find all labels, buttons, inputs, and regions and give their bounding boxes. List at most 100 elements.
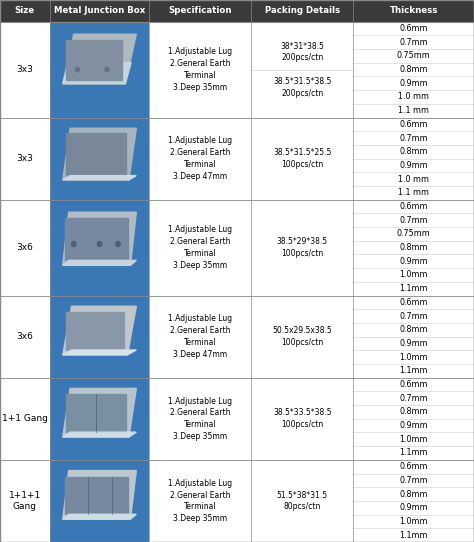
Bar (251, 22, 353, 118)
Text: 1.0mm: 1.0mm (399, 435, 428, 444)
Text: 0.7mm: 0.7mm (399, 133, 428, 143)
Text: Metal Junction Box: Metal Junction Box (54, 7, 145, 15)
Text: 51.5*38*31.5
80pcs/ctn: 51.5*38*31.5 80pcs/ctn (277, 491, 328, 511)
Text: 1.Adjustable Lug
2.General Earth
Terminal
3.Deep 35mm: 1.Adjustable Lug 2.General Earth Termina… (168, 47, 232, 92)
Bar (353, 22, 474, 118)
Text: 0.6mm: 0.6mm (399, 380, 428, 389)
Text: 1.0mm: 1.0mm (399, 353, 428, 362)
Bar (56, 465, 143, 537)
Text: 1.1mm: 1.1mm (399, 531, 428, 540)
Text: 1.0mm: 1.0mm (399, 517, 428, 526)
Text: 38.5*31.5*25.5
100pcs/ctn: 38.5*31.5*25.5 100pcs/ctn (273, 148, 331, 169)
Text: 0.75mm: 0.75mm (397, 229, 430, 238)
Bar (56, 205, 143, 290)
Polygon shape (63, 470, 137, 519)
Text: 0.9mm: 0.9mm (399, 504, 428, 512)
Text: 0.7mm: 0.7mm (399, 216, 428, 225)
Bar (353, 118, 474, 199)
Text: 0.7mm: 0.7mm (399, 312, 428, 320)
Text: Size: Size (15, 7, 35, 15)
Text: 1.0mm: 1.0mm (399, 270, 428, 280)
Bar (149, 199, 251, 295)
Text: 0.8mm: 0.8mm (399, 489, 428, 499)
Bar (0, 22, 50, 118)
Text: 0.6mm: 0.6mm (399, 298, 428, 307)
Text: 0.7mm: 0.7mm (399, 476, 428, 485)
Bar (251, 118, 353, 199)
Polygon shape (63, 260, 137, 266)
Bar (0, 295, 50, 378)
Text: 0.9mm: 0.9mm (399, 257, 428, 266)
Circle shape (116, 242, 120, 247)
Text: 3x3: 3x3 (17, 154, 33, 163)
Polygon shape (66, 40, 122, 80)
Bar (50, 295, 149, 378)
Bar (149, 460, 251, 542)
Polygon shape (63, 176, 137, 180)
Polygon shape (63, 212, 137, 266)
Text: 0.6mm: 0.6mm (399, 120, 428, 129)
Polygon shape (65, 476, 128, 514)
Polygon shape (63, 389, 137, 437)
Text: 0.9mm: 0.9mm (399, 79, 428, 88)
Polygon shape (66, 312, 124, 350)
Text: 1.0 mm: 1.0 mm (398, 93, 429, 101)
Circle shape (72, 242, 76, 247)
Text: 38.5*29*38.5
100pcs/ctn: 38.5*29*38.5 100pcs/ctn (277, 237, 328, 258)
Bar (50, 118, 149, 199)
Text: 3x3: 3x3 (17, 65, 33, 74)
Text: 1.Adjustable Lug
2.General Earth
Terminal
3.Deep 47mm: 1.Adjustable Lug 2.General Earth Termina… (168, 137, 232, 181)
Circle shape (76, 68, 79, 72)
Bar (251, 199, 353, 295)
Text: 1.1mm: 1.1mm (399, 448, 428, 457)
Polygon shape (65, 218, 128, 260)
Bar (0, 0, 474, 22)
Polygon shape (66, 395, 126, 432)
Bar (56, 28, 143, 112)
Polygon shape (63, 34, 137, 84)
Bar (56, 300, 143, 373)
Bar (149, 118, 251, 199)
Bar (56, 383, 143, 455)
Text: Specification: Specification (169, 7, 232, 15)
Bar (251, 460, 353, 542)
Text: 0.9mm: 0.9mm (399, 421, 428, 430)
Text: 0.6mm: 0.6mm (399, 202, 428, 211)
Text: 0.6mm: 0.6mm (399, 24, 428, 33)
Text: 0.7mm: 0.7mm (399, 38, 428, 47)
Bar (149, 295, 251, 378)
Bar (149, 22, 251, 118)
Text: Thickness: Thickness (389, 7, 438, 15)
Text: 38*31*38.5
200pcs/ctn

38.5*31.5*38.5
200pcs/ctn: 38*31*38.5 200pcs/ctn 38.5*31.5*38.5 200… (273, 42, 331, 98)
Polygon shape (63, 432, 137, 437)
Text: 1+1 Gang: 1+1 Gang (2, 414, 48, 423)
Text: 0.8mm: 0.8mm (399, 65, 428, 74)
Polygon shape (63, 62, 131, 84)
Text: 1.1mm: 1.1mm (399, 284, 428, 293)
Circle shape (97, 242, 102, 247)
Polygon shape (63, 128, 137, 180)
Polygon shape (66, 133, 126, 176)
Text: 1.Adjustable Lug
2.General Earth
Terminal
3.Deep 35mm: 1.Adjustable Lug 2.General Earth Termina… (168, 397, 232, 441)
Text: 0.8mm: 0.8mm (399, 243, 428, 252)
Text: 1.0 mm: 1.0 mm (398, 175, 429, 184)
Text: 3x6: 3x6 (17, 332, 33, 341)
Bar (353, 378, 474, 460)
Bar (50, 199, 149, 295)
Bar (353, 199, 474, 295)
Text: 0.8mm: 0.8mm (399, 408, 428, 416)
Bar (251, 378, 353, 460)
Bar (56, 122, 143, 195)
Text: 1+1+1
Gang: 1+1+1 Gang (9, 491, 41, 511)
Text: 1.1 mm: 1.1 mm (398, 188, 429, 197)
Text: 0.7mm: 0.7mm (399, 393, 428, 403)
Bar (50, 22, 149, 118)
Polygon shape (63, 350, 137, 355)
Bar (149, 378, 251, 460)
Text: 0.8mm: 0.8mm (399, 325, 428, 334)
Bar (353, 460, 474, 542)
Text: 0.9mm: 0.9mm (399, 339, 428, 348)
Text: 1.Adjustable Lug
2.General Earth
Terminal
3.Deep 35mm: 1.Adjustable Lug 2.General Earth Termina… (168, 479, 232, 523)
Text: 0.9mm: 0.9mm (399, 161, 428, 170)
Bar (0, 460, 50, 542)
